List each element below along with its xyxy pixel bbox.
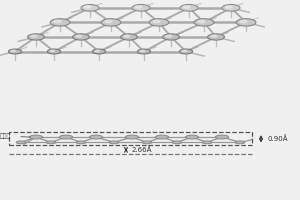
Text: 2.66Å: 2.66Å (132, 146, 152, 153)
Text: 礴原子: 礴原子 (0, 134, 11, 139)
Circle shape (215, 135, 229, 139)
Circle shape (198, 20, 205, 23)
Circle shape (76, 35, 82, 37)
Circle shape (8, 49, 22, 54)
Circle shape (89, 135, 103, 139)
Circle shape (153, 20, 160, 23)
Circle shape (140, 50, 145, 52)
Circle shape (179, 49, 193, 54)
Circle shape (235, 141, 245, 144)
Circle shape (136, 6, 142, 8)
Circle shape (101, 19, 121, 26)
Bar (9, 132, 252, 145)
Circle shape (95, 50, 100, 52)
Circle shape (54, 20, 61, 23)
Circle shape (46, 141, 56, 144)
Circle shape (132, 4, 150, 11)
Circle shape (85, 6, 91, 8)
Circle shape (180, 4, 198, 11)
Circle shape (208, 34, 224, 40)
Circle shape (222, 4, 240, 11)
Circle shape (50, 19, 70, 26)
Circle shape (16, 141, 26, 144)
Circle shape (76, 141, 86, 144)
Circle shape (202, 141, 212, 144)
Circle shape (184, 6, 190, 8)
Circle shape (109, 141, 119, 144)
Circle shape (163, 34, 179, 40)
Circle shape (121, 34, 137, 40)
Circle shape (182, 50, 187, 52)
Circle shape (29, 135, 43, 139)
Circle shape (124, 35, 130, 37)
Circle shape (59, 135, 73, 139)
Circle shape (105, 20, 112, 23)
Circle shape (226, 6, 232, 8)
Circle shape (137, 49, 151, 54)
Circle shape (172, 141, 182, 144)
Circle shape (92, 49, 106, 54)
Circle shape (185, 135, 199, 139)
Circle shape (155, 135, 169, 139)
Circle shape (149, 19, 169, 26)
Circle shape (142, 141, 152, 144)
Circle shape (50, 50, 55, 52)
Circle shape (125, 135, 139, 139)
Circle shape (73, 34, 89, 40)
Circle shape (194, 19, 214, 26)
Circle shape (31, 35, 37, 37)
Circle shape (81, 4, 99, 11)
Circle shape (47, 49, 61, 54)
Circle shape (211, 35, 217, 37)
Circle shape (240, 20, 247, 23)
Circle shape (166, 35, 172, 37)
Circle shape (236, 19, 256, 26)
Circle shape (11, 50, 16, 52)
Text: 0.90Å: 0.90Å (267, 135, 288, 142)
Circle shape (28, 34, 44, 40)
